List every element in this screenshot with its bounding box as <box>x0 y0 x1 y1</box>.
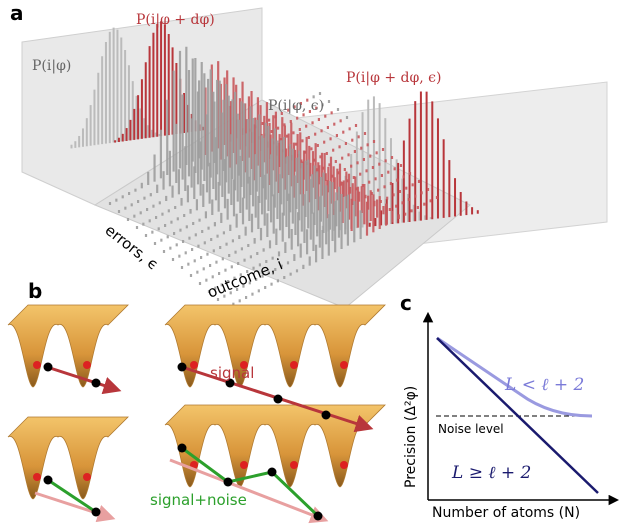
dot <box>92 508 101 517</box>
atom <box>340 361 348 369</box>
dist-label: P(i|φ + dφ) <box>136 12 215 28</box>
atom <box>33 361 41 369</box>
dist-label: P(i|φ + dφ, ϵ) <box>346 70 441 86</box>
atom <box>340 461 348 469</box>
panel-label: b <box>28 279 42 303</box>
atom <box>290 461 298 469</box>
dot <box>268 468 277 477</box>
x-axis-label: Number of atoms (N) <box>432 505 580 521</box>
annotation: signal+noise <box>150 491 247 509</box>
noise-arrow <box>170 460 325 520</box>
panel-label: a <box>10 1 24 25</box>
dot <box>92 379 101 388</box>
figure: a P(i|φ) P(i|φ + dφ) P(i|φ, ϵ) P(i|φ + d… <box>0 0 625 531</box>
curve-label: L ≥ ℓ + 2 <box>451 463 531 483</box>
dot <box>224 478 233 487</box>
panel-label: c <box>400 291 412 315</box>
well <box>8 417 128 499</box>
atom <box>190 361 198 369</box>
well <box>165 305 385 387</box>
atom <box>33 473 41 481</box>
panel-c: c Precision (Δ²φ) Number of atoms (N) No… <box>400 291 617 521</box>
dist-label: P(i|φ, ϵ) <box>268 98 324 114</box>
atom <box>240 461 248 469</box>
atom <box>83 473 91 481</box>
dot <box>322 411 331 420</box>
annotation: signal <box>210 364 254 382</box>
dot <box>178 444 187 453</box>
dot <box>44 363 53 372</box>
dot <box>44 476 53 485</box>
dot <box>178 363 187 372</box>
atom <box>290 361 298 369</box>
page: a P(i|φ) P(i|φ + dφ) P(i|φ, ϵ) P(i|φ + d… <box>0 0 625 531</box>
y-axis-label: Precision (Δ²φ) <box>403 386 419 488</box>
noise-label: Noise level <box>438 422 504 436</box>
panel-b: b signal signal+noise <box>8 279 385 521</box>
dot <box>274 395 283 404</box>
curve-label: L < ℓ + 2 <box>504 375 584 395</box>
dist-label: P(i|φ) <box>32 58 71 74</box>
panel-a: a P(i|φ) P(i|φ + dφ) P(i|φ, ϵ) P(i|φ + d… <box>10 1 607 309</box>
atom <box>83 361 91 369</box>
dot <box>314 512 323 521</box>
